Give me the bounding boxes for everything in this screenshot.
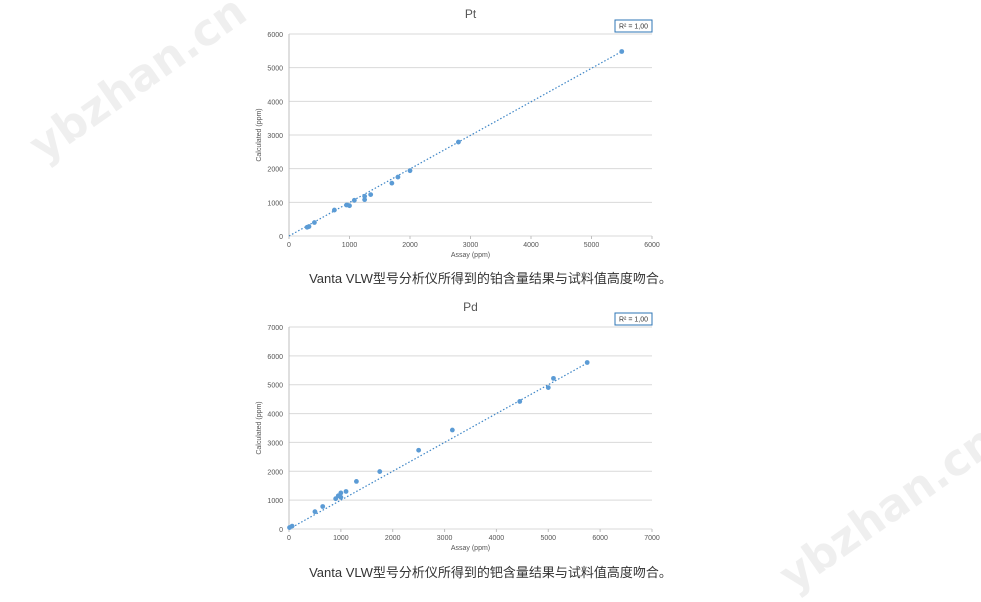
- data-point: [338, 490, 344, 496]
- data-point: [389, 180, 395, 186]
- trendline: [288, 362, 588, 530]
- y-tick-label: 1000: [267, 498, 283, 505]
- y-axis-label: Calculated (ppm): [256, 108, 263, 161]
- x-tick-label: 0: [287, 242, 291, 249]
- y-tick-label: 5000: [267, 383, 283, 390]
- y-tick-label: 7000: [267, 325, 283, 332]
- data-point: [347, 203, 352, 209]
- data-point: [320, 504, 326, 509]
- x-tick-label: 6000: [644, 242, 660, 249]
- data-point: [343, 489, 349, 494]
- chart-title: Pt: [465, 7, 477, 21]
- data-point: [338, 494, 344, 500]
- y-tick-label: 6000: [267, 32, 283, 39]
- y-tick-label: 2000: [267, 469, 283, 476]
- data-point: [551, 375, 556, 381]
- data-point: [331, 207, 337, 213]
- y-tick-label: 4000: [267, 412, 283, 419]
- data-point: [449, 427, 455, 433]
- data-point: [456, 139, 461, 145]
- r2-label: R² = 1,00: [619, 317, 648, 324]
- data-point: [312, 220, 317, 225]
- x-tick-label: 4000: [489, 535, 505, 542]
- data-point: [306, 224, 312, 229]
- y-tick-label: 5000: [267, 66, 283, 73]
- y-tick-label: 0: [279, 234, 283, 241]
- y-axis-label: Calculated (ppm): [256, 401, 263, 454]
- data-point: [517, 399, 523, 404]
- data-point: [416, 447, 422, 453]
- data-point: [354, 478, 359, 484]
- data-point: [351, 197, 357, 203]
- trendline: [288, 50, 623, 237]
- x-tick-label: 2000: [385, 535, 401, 542]
- x-tick-label: 4000: [523, 242, 539, 249]
- data-point: [368, 192, 374, 197]
- x-axis-label: Assay (ppm): [451, 545, 490, 552]
- data-point: [545, 385, 551, 390]
- x-axis-label: Assay (ppm): [451, 252, 490, 259]
- x-tick-label: 3000: [463, 242, 479, 249]
- data-point: [584, 360, 590, 365]
- y-tick-label: 4000: [267, 99, 283, 106]
- x-tick-label: 7000: [644, 535, 660, 542]
- r2-box: [614, 19, 653, 33]
- data-point: [362, 197, 368, 203]
- data-point: [619, 49, 625, 54]
- r2-box: [614, 312, 653, 326]
- caption-pt: Vanta VLW型号分析仪所得到的铂含量结果与试料值高度吻合。: [309, 271, 672, 286]
- data-point: [312, 509, 318, 515]
- x-tick-label: 1000: [333, 535, 349, 542]
- x-tick-label: 5000: [584, 242, 600, 249]
- x-tick-label: 5000: [540, 535, 556, 542]
- x-tick-label: 0: [287, 535, 291, 542]
- caption-pd: Vanta VLW型号分析仪所得到的钯含量结果与试料值高度吻合。: [309, 565, 672, 580]
- y-tick-label: 2000: [267, 167, 283, 174]
- x-tick-label: 2000: [402, 242, 418, 249]
- data-point: [362, 193, 368, 199]
- y-tick-label: 3000: [267, 133, 283, 140]
- y-tick-label: 6000: [267, 354, 283, 361]
- chart-pd: Pd 0 1000 2000 3000 4000 5000 6000 7000 0 1000 2000…: [256, 300, 660, 552]
- x-tick-label: 1000: [342, 242, 358, 249]
- x-tick-label: 6000: [592, 535, 608, 542]
- y-tick-label: 0: [279, 527, 283, 534]
- data-point: [289, 523, 295, 529]
- y-tick-label: 3000: [267, 440, 283, 447]
- data-point: [377, 469, 383, 474]
- x-tick-label: 3000: [437, 535, 453, 542]
- data-point: [395, 174, 401, 180]
- chart-pt: Pt 0 1000 2000 3000 4000 5000 6000 0 1000 2000 3000…: [256, 7, 660, 259]
- r2-label: R² = 1,00: [619, 24, 648, 31]
- data-point: [407, 168, 413, 174]
- chart-title: Pd: [463, 300, 478, 314]
- y-tick-label: 1000: [267, 200, 283, 207]
